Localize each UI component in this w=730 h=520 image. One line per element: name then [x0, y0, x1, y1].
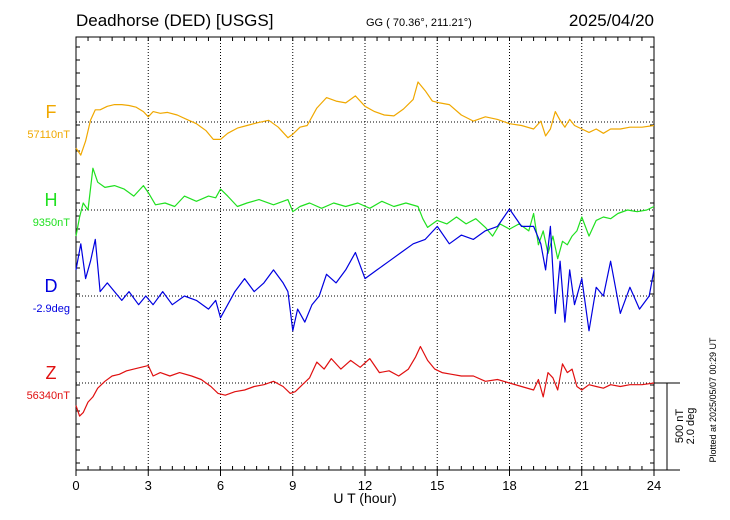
x-tick-label: 0	[72, 478, 79, 493]
series-line-z	[75, 345, 655, 417]
x-tick-label: 15	[430, 478, 444, 493]
x-tick-label: 12	[358, 478, 372, 493]
x-tick-label: 9	[289, 478, 296, 493]
series-baseline-z: 56340nT	[27, 390, 71, 402]
series-baseline-d: -2.9deg	[33, 303, 70, 315]
series-layer	[75, 81, 655, 417]
x-tick-label: 21	[575, 478, 589, 493]
grid-lines	[76, 37, 654, 470]
scale-label-nt: 500 nT	[674, 409, 686, 444]
series-name-h: H	[45, 190, 58, 210]
coordinates-label: GG ( 70.36°, 211.21°)	[366, 17, 472, 29]
series-name-d: D	[45, 276, 58, 296]
scale-bar: 500 nT 2.0 deg	[654, 382, 697, 471]
x-tick-label: 24	[647, 478, 661, 493]
plotted-timestamp: Plotted at 2025/05/07 00:29 UT	[708, 337, 718, 463]
date-label: 2025/04/20	[569, 11, 654, 30]
x-axis-label: U T (hour)	[333, 490, 396, 506]
series-name-z: Z	[46, 363, 57, 383]
series-line-h	[75, 167, 655, 260]
station-title: Deadhorse (DED) [USGS]	[76, 11, 273, 30]
series-baseline-h: 9350nT	[33, 217, 71, 229]
scale-label-deg: 2.0 deg	[685, 408, 697, 445]
series-line-d	[75, 208, 655, 332]
series-line-f	[75, 81, 655, 156]
axis-ticks: 0 3 6 9 12 15 18 21 24	[72, 37, 661, 493]
x-tick-label: 6	[217, 478, 224, 493]
series-name-f: F	[46, 102, 57, 122]
series-labels: F 57110nT H 9350nT D -2.9deg Z 56340nT	[27, 102, 71, 402]
series-baseline-f: 57110nT	[27, 129, 70, 141]
x-tick-label: 18	[502, 478, 516, 493]
x-tick-label: 3	[145, 478, 152, 493]
